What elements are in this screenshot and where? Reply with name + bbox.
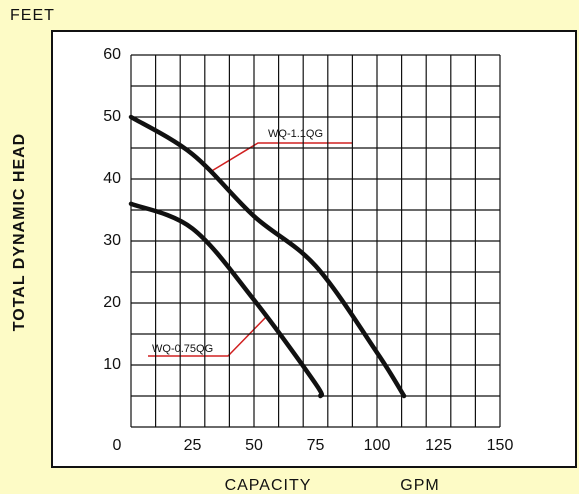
x-label: CAPACITY [225, 477, 312, 494]
x-tick-label: 50 [245, 437, 263, 454]
panel [51, 30, 577, 468]
x-tick-label: 100 [364, 437, 391, 454]
y-tick-label: 20 [103, 294, 121, 311]
y-tick-label: 30 [103, 232, 121, 249]
x-tick-label: 75 [307, 437, 325, 454]
curve [128, 201, 325, 399]
y-label: TOTAL DYNAMIC HEAD [11, 133, 28, 331]
y-tick-label: 40 [103, 170, 121, 187]
y-tick-label: 10 [103, 356, 121, 373]
y-tick-label: 60 [103, 46, 121, 63]
leader-line [148, 314, 269, 357]
x-tick-label: 150 [487, 437, 514, 454]
series-label: WQ-1.1QG [268, 128, 323, 140]
y-unit: FEET [10, 7, 55, 24]
series-label: WQ-0.75QG [152, 343, 213, 355]
y-tick-label: 50 [103, 108, 121, 125]
x-tick-label: 25 [184, 437, 202, 454]
x-tick-label: 125 [425, 437, 452, 454]
leader-line [209, 142, 352, 173]
curve [128, 114, 407, 399]
x-unit: GPM [400, 477, 439, 494]
x-tick-label: 0 [113, 437, 122, 454]
